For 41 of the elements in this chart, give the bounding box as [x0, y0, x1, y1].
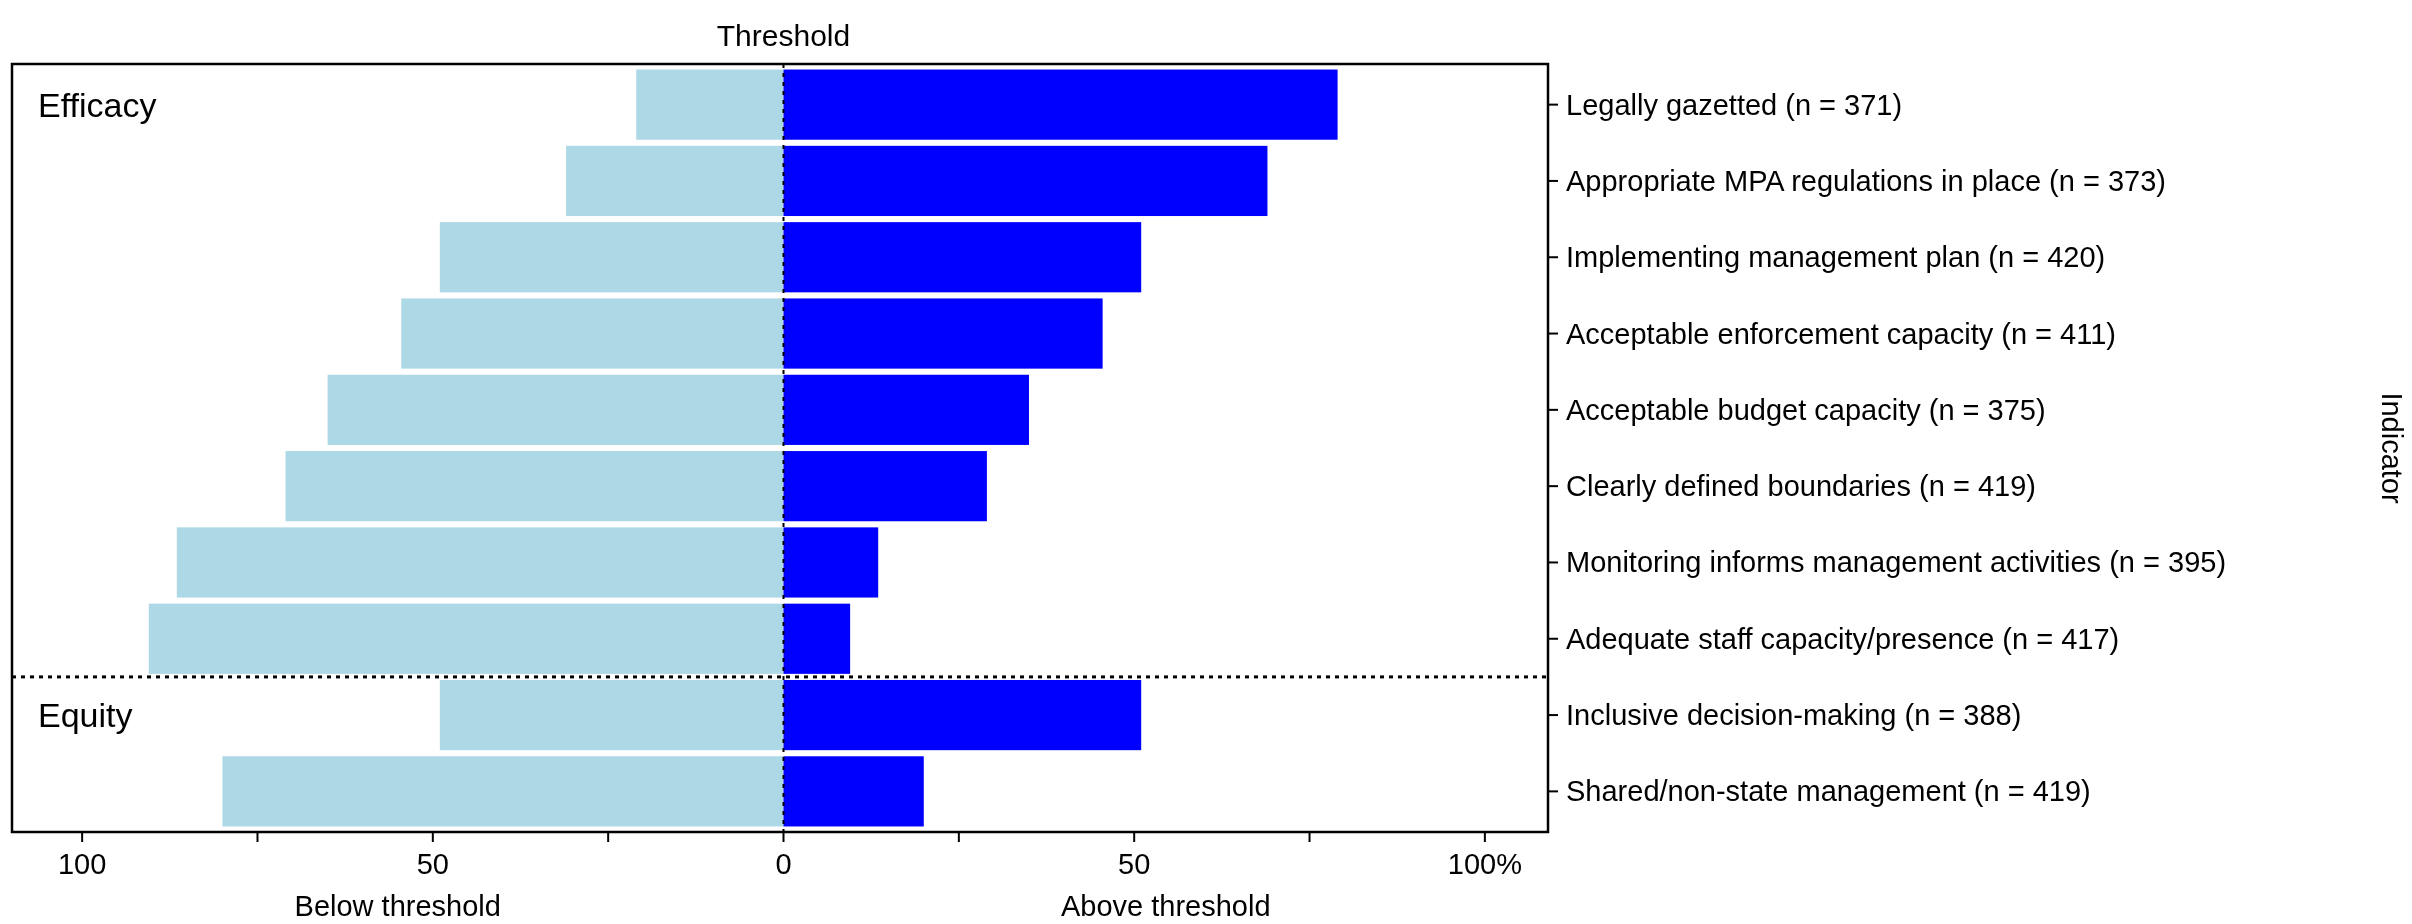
bar: [439, 222, 784, 293]
y-tick-label: Acceptable budget capacity (n = 375): [1566, 393, 2046, 426]
bar: [327, 374, 784, 445]
x-tick-label: 100: [57, 848, 107, 880]
bar: [783, 527, 879, 598]
bar: [439, 679, 784, 751]
annotation: Equity: [38, 696, 133, 735]
ref-line-label: Threshold: [716, 19, 851, 52]
bar: [783, 679, 1142, 751]
bar: [285, 451, 784, 522]
y-tick-label: Shared/non-state management (n = 419): [1566, 775, 2091, 808]
text: Above threshold: [1060, 890, 1271, 922]
x-tick-label: 50: [1118, 848, 1151, 880]
bar: [783, 145, 1268, 217]
text: Below threshold: [294, 890, 501, 922]
bar: [783, 374, 1029, 445]
bar: [401, 298, 784, 369]
x-tick-label: 0: [775, 848, 792, 880]
y-tick-label: Appropriate MPA regulations in place (n = 373): [1566, 164, 2166, 197]
text: Indicator: [2376, 392, 2408, 504]
x-tick-label: 100%: [1447, 848, 1522, 880]
y-tick-label: Monitoring informs management activities (n = 395): [1566, 546, 2227, 579]
bar: [222, 756, 784, 827]
bar: [566, 145, 784, 217]
bar: [783, 69, 1338, 140]
y-tick-label: Acceptable enforcement capacity (n = 411): [1566, 317, 2116, 350]
y-tick-label: Implementing management plan (n = 420): [1566, 241, 2106, 274]
y-tick-label: Adequate staff capacity/presence (n = 417): [1566, 622, 2120, 655]
bar: [636, 69, 784, 140]
y-tick-label: Legally gazetted (n = 371): [1566, 88, 1903, 121]
bar: [783, 222, 1142, 293]
y-tick-label: Clearly defined boundaries (n = 419): [1566, 470, 2036, 503]
bar: [783, 451, 987, 522]
bar: [783, 603, 851, 674]
y-tick-label: Inclusive decision-making (n = 388): [1566, 699, 2022, 732]
annotation: Efficacy: [38, 85, 157, 124]
x-tick-label: 50: [416, 848, 449, 880]
bar: [783, 298, 1103, 369]
bar: [783, 756, 924, 827]
bar: [148, 603, 784, 674]
bar: [176, 527, 784, 598]
